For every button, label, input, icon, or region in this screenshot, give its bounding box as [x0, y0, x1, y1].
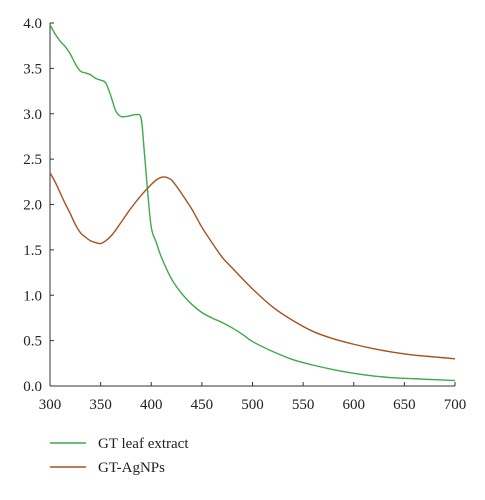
y-tick-label: 3.0 [23, 107, 42, 123]
x-axis: 300 350 400 450 500 550 600 650 700 [39, 382, 467, 413]
legend-label-gt-leaf-extract: GT leaf extract [98, 436, 189, 452]
series-layer [49, 24, 456, 382]
y-tick-label: 2.0 [23, 198, 42, 214]
x-tick-label: 500 [241, 397, 264, 413]
x-tick-label: 650 [393, 397, 416, 413]
x-tick-label: 300 [39, 397, 62, 413]
y-tick-label: 1.5 [23, 243, 42, 259]
y-axis: 0.0 0.5 1.0 1.5 2.0 2.5 3.0 3.5 4.0 [23, 16, 54, 395]
x-tick-label: 450 [191, 397, 214, 413]
y-tick-label: 3.5 [23, 61, 42, 77]
y-tick-label: 4.0 [23, 16, 42, 32]
series-line-gt-agnps [49, 172, 456, 360]
legend-label-gt-agnps: GT-AgNPs [98, 460, 165, 476]
x-tick-label: 600 [343, 397, 366, 413]
series-line-gt-leaf-extract [49, 24, 456, 382]
x-tick-label: 400 [140, 397, 163, 413]
y-tick-label: 1.0 [23, 288, 42, 304]
x-tick-label: 700 [444, 397, 467, 413]
x-tick-label: 550 [292, 397, 315, 413]
y-tick-label: 0.5 [23, 334, 42, 350]
y-tick-label: 2.5 [23, 152, 42, 168]
x-tick-label: 350 [89, 397, 112, 413]
legend: GT leaf extract GT-AgNPs [50, 436, 189, 476]
y-tick-label: 0.0 [23, 379, 42, 395]
